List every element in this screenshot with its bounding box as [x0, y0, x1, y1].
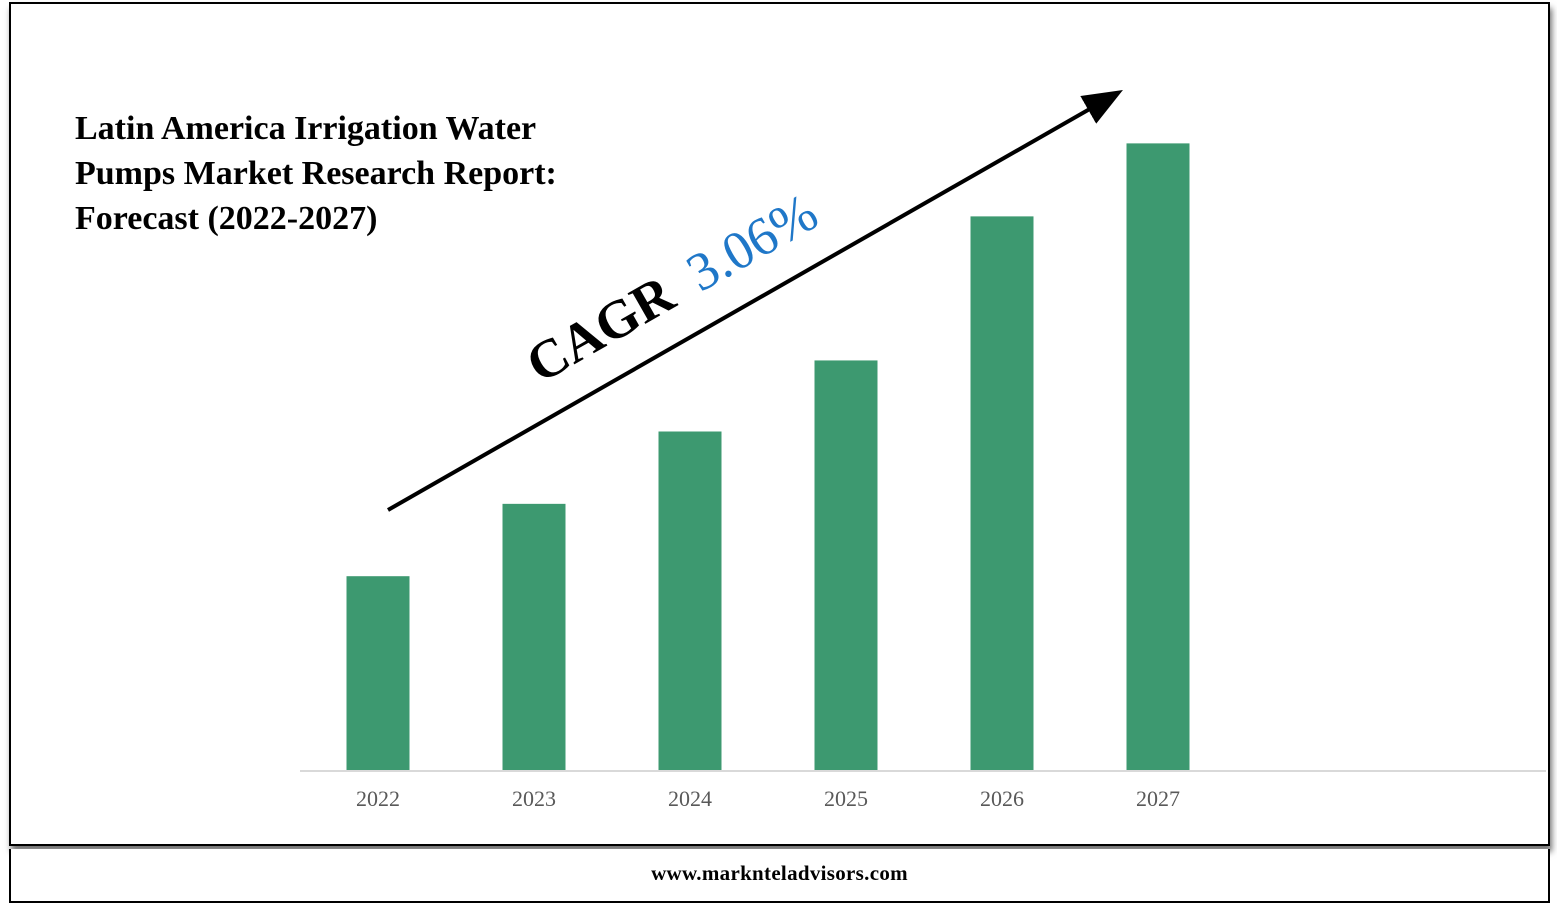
bar-2023	[502, 503, 566, 770]
bar-2026	[970, 216, 1034, 771]
chart-frame	[9, 2, 1550, 846]
bar-2027	[1126, 143, 1190, 770]
x-tick-label-2026: 2026	[980, 786, 1024, 811]
bar-2025	[814, 360, 878, 770]
bars-group	[346, 143, 1190, 771]
website-url[interactable]: www.marknteladvisors.com	[651, 861, 908, 885]
chart-title: Latin America Irrigation Water Pumps Mar…	[75, 110, 557, 237]
growth-trend-arrow	[387, 90, 1123, 512]
cagr-value: 3.06%	[676, 182, 827, 303]
x-tick-label-2023: 2023	[512, 786, 556, 811]
x-tick-label-2027: 2027	[1136, 786, 1180, 811]
bar-2024	[658, 431, 722, 770]
x-tick-label-2022: 2022	[356, 786, 400, 811]
x-tick-label-2024: 2024	[668, 786, 712, 811]
cagr-annotation: CAGR 3.06%	[516, 182, 827, 395]
x-tick-label-2025: 2025	[824, 786, 868, 811]
cagr-label: CAGR	[516, 263, 685, 394]
x-tick-labels: 2022 2023 2024 2025 2026 2027	[356, 786, 1180, 811]
bar-2022	[346, 576, 410, 770]
footer-bar: www.marknteladvisors.com	[9, 849, 1550, 903]
